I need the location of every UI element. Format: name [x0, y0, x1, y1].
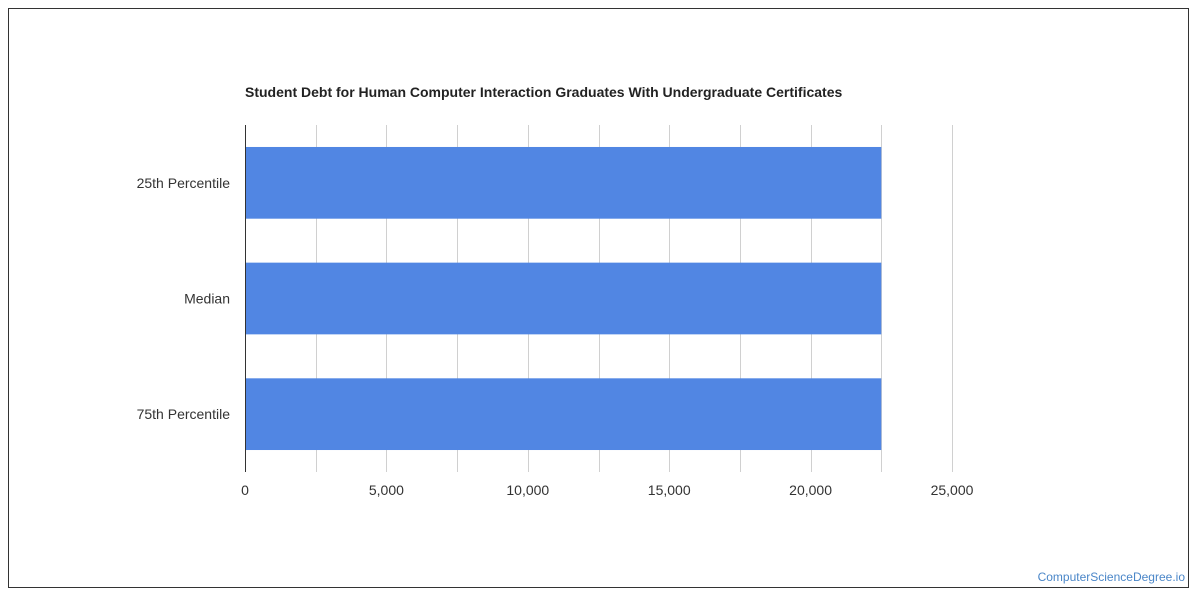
category-label: Median: [184, 291, 230, 307]
bar-25th-percentile: [245, 146, 882, 219]
bar-median: [245, 262, 882, 335]
x-tick-label: 20,000: [789, 482, 832, 498]
x-tick-label: 10,000: [506, 482, 549, 498]
site-watermark[interactable]: ComputerScienceDegree.io: [1037, 570, 1185, 584]
category-label: 75th Percentile: [137, 406, 231, 422]
chart-title: Student Debt for Human Computer Interact…: [245, 84, 843, 100]
category-label: 25th Percentile: [137, 175, 231, 191]
x-tick-label: 0: [241, 482, 249, 498]
x-tick-label: 5,000: [369, 482, 404, 498]
x-tick-label: 15,000: [648, 482, 691, 498]
x-tick-label: 25,000: [931, 482, 974, 498]
bar-75th-percentile: [245, 378, 882, 451]
